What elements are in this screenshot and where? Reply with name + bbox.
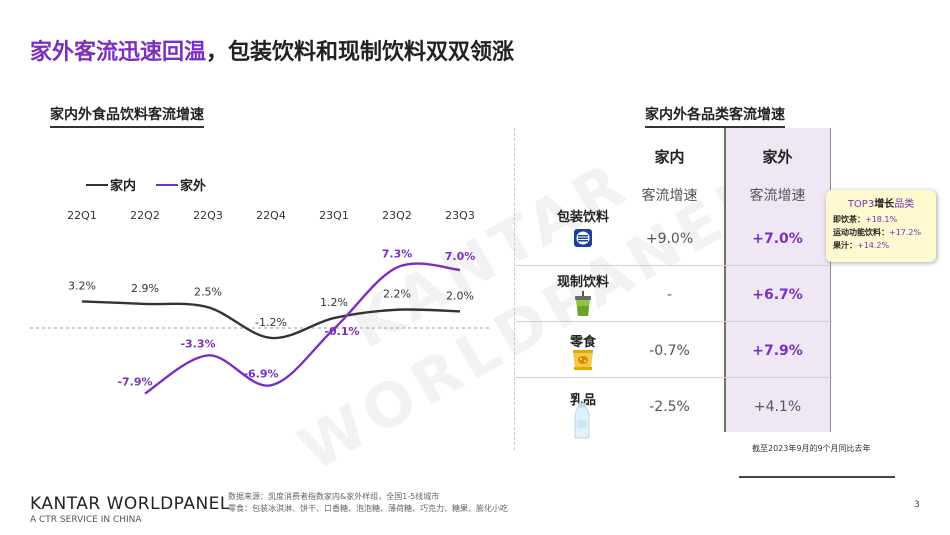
callout-item-key: 即饮茶： bbox=[833, 215, 865, 224]
cell-in-home-packaged-drinks: +9.0% bbox=[645, 231, 694, 247]
x-tick-label: 23Q1 bbox=[319, 209, 349, 222]
left-section-title: 家内外食品饮料客流增速 bbox=[50, 104, 204, 128]
legend-item-out-home: 家外 bbox=[156, 175, 206, 194]
col-head-in-home: 家内 bbox=[654, 148, 685, 166]
series-line-in-home bbox=[81, 300, 461, 340]
data-label-out-home: -3.3% bbox=[180, 337, 215, 350]
source-line: 数据来源：凯度消费者指数家内&家外样组，全国1-5线城市 bbox=[228, 492, 440, 501]
callout-item-key: 果汁： bbox=[833, 241, 857, 250]
col-sub-in-home: 客流增速 bbox=[641, 188, 698, 204]
x-tick-label: 23Q3 bbox=[445, 209, 475, 222]
series-line-out-home bbox=[144, 262, 461, 395]
cell-in-home-fresh-drinks: - bbox=[666, 287, 673, 303]
cup-drink-icon bbox=[573, 291, 593, 321]
callout-item-key: 运动功能饮料： bbox=[833, 228, 889, 237]
data-label-in-home: 2.2% bbox=[383, 288, 411, 301]
callout-item-value: +14.2% bbox=[857, 241, 890, 250]
line-chart: 22Q1 22Q2 22Q3 22Q4 23Q1 23Q2 23Q3 3.2% 2.9% 2.5%… bbox=[30, 209, 490, 395]
category-label-fresh-drinks: 现制饮料 bbox=[556, 275, 609, 290]
x-tick-label: 23Q2 bbox=[382, 209, 412, 222]
x-tick-label: 22Q2 bbox=[130, 209, 160, 222]
data-label-in-home: 2.5% bbox=[194, 285, 222, 298]
title-accent: 家外客流迅速回温 bbox=[30, 40, 207, 65]
data-label-out-home: -6.9% bbox=[243, 367, 278, 380]
bottle-cap-icon bbox=[573, 228, 593, 252]
callout-head-bold: 增长 bbox=[874, 199, 895, 210]
data-label-in-home: 2.0% bbox=[446, 289, 474, 302]
brand-tagline: A CTR SERVICE IN CHINA bbox=[30, 515, 142, 525]
callout-item-value: +17.2% bbox=[889, 228, 922, 237]
row-divider bbox=[516, 377, 832, 378]
cell-in-home-dairy: -2.5% bbox=[649, 399, 690, 415]
callout-item: 即饮茶：+18.1% bbox=[833, 213, 929, 226]
category-label-dairy: 乳品 bbox=[569, 393, 596, 408]
footnote-rule bbox=[739, 476, 895, 478]
source-note: 数据来源：凯度消费者指数家内&家外样组，全国1-5线城市 零食：包装冰淇淋、饼干… bbox=[228, 491, 508, 515]
col-sub-out-home: 客流增速 bbox=[749, 188, 806, 204]
data-label-in-home: 2.9% bbox=[131, 282, 159, 295]
legend-label-in-home: 家内 bbox=[110, 179, 137, 194]
cell-out-home-snacks: +7.9% bbox=[752, 343, 803, 359]
data-label-out-home: -7.9% bbox=[117, 376, 152, 389]
cell-out-home-fresh-drinks: +6.7% bbox=[752, 287, 803, 303]
snack-bag-icon bbox=[571, 349, 595, 375]
callout-heading: TOP3增长品类 bbox=[833, 195, 929, 210]
footnote: 截至2023年9月的9个月同比去年 bbox=[752, 444, 871, 453]
page-number: 3 bbox=[914, 500, 920, 510]
cell-out-home-packaged-drinks: +7.0% bbox=[752, 231, 803, 247]
page-title: 家外客流迅速回温，包装饮料和现制饮料双双领涨 bbox=[30, 34, 514, 66]
cell-in-home-snacks: -0.7% bbox=[649, 343, 690, 359]
legend-swatch-in-home bbox=[86, 183, 108, 186]
data-label-out-home: 7.0% bbox=[445, 250, 476, 263]
out-home-column-bg bbox=[724, 128, 831, 432]
x-tick-label: 22Q1 bbox=[67, 209, 97, 222]
category-label-snacks: 零食 bbox=[569, 335, 596, 350]
legend-label-out-home: 家外 bbox=[180, 179, 207, 194]
data-label-in-home: 1.2% bbox=[320, 296, 348, 309]
data-label-in-home: -1.2% bbox=[255, 316, 287, 329]
category-label-packaged-drinks: 包装饮料 bbox=[556, 210, 609, 225]
top3-callout: TOP3增长品类 即饮茶：+18.1% 运动功能饮料：+17.2% 果汁：+14… bbox=[826, 190, 936, 262]
source-line: 零食：包装冰淇淋、饼干、口香糖、泡泡糖、薄荷糖、巧克力、糖果、膨化小吃 bbox=[228, 504, 508, 513]
section-divider bbox=[514, 128, 515, 450]
right-section-title: 家内外各品类客流增速 bbox=[645, 104, 785, 128]
legend-swatch-out-home bbox=[156, 183, 178, 186]
x-tick-label: 22Q4 bbox=[256, 209, 286, 222]
milk-bottle-icon bbox=[573, 403, 591, 443]
callout-head-suffix: 品类 bbox=[894, 199, 915, 210]
brand-logo: KANTAR WORLDPANEL bbox=[30, 494, 230, 514]
callout-item-value: +18.1% bbox=[865, 215, 898, 224]
data-label-in-home: 3.2% bbox=[68, 279, 96, 292]
legend-item-in-home: 家内 bbox=[86, 175, 136, 194]
callout-item: 果汁：+14.2% bbox=[833, 239, 929, 252]
x-tick-label: 22Q3 bbox=[193, 209, 223, 222]
callout-item: 运动功能饮料：+17.2% bbox=[833, 226, 929, 239]
data-label-out-home: 7.3% bbox=[382, 247, 413, 260]
callout-head-prefix: TOP3 bbox=[847, 199, 875, 210]
row-divider bbox=[516, 265, 832, 266]
cell-out-home-dairy: +4.1% bbox=[753, 399, 802, 415]
data-label-out-home: -0.1% bbox=[324, 325, 359, 338]
row-divider bbox=[516, 321, 832, 322]
title-rest: ，包装饮料和现制饮料双双领涨 bbox=[206, 40, 515, 65]
col-head-out-home: 家外 bbox=[762, 148, 793, 166]
